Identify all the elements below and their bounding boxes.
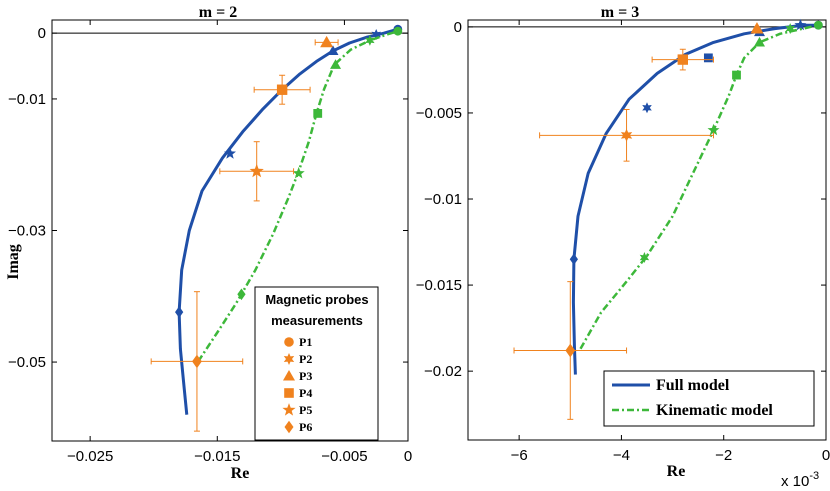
y-tick-label: −0.03 — [8, 223, 46, 240]
legend-p4-marker — [284, 388, 294, 398]
measurement-p3-marker — [320, 35, 334, 48]
panel-m3-x-multiplier: x 10-3 — [781, 470, 819, 490]
legend-p6-marker — [284, 420, 294, 434]
x-tick-label: 0 — [404, 448, 412, 465]
kinematic-model-curve — [579, 23, 819, 350]
full-model-curve — [571, 23, 819, 375]
kinematic-model-marker — [330, 59, 342, 69]
measurement-p6-marker — [565, 343, 576, 358]
kinematic-model-curve — [197, 30, 399, 363]
full-model-marker — [371, 29, 381, 40]
measurement-p2-marker — [620, 128, 633, 142]
x-tick-label: 0 — [822, 447, 830, 464]
panel-m2-legend-title-1: Magnetic probes — [265, 292, 368, 307]
panel-m2-legend: Magnetic probes measurements P1P2P3P4P5P… — [254, 286, 379, 441]
panel-m3-legend: Full model Kinematic model — [603, 370, 815, 427]
legend-kinematic-model-label: Kinematic model — [656, 402, 773, 419]
y-tick-label: −0.01 — [424, 191, 462, 208]
panel-m3-title: m = 3 — [601, 4, 639, 21]
full-model-marker — [569, 253, 578, 266]
panel-m3-x-multiplier-base: x 10 — [781, 473, 809, 490]
kinematic-model-marker — [732, 70, 741, 80]
full-model-marker — [642, 102, 652, 114]
panel-m2-ylabel: Imag — [5, 244, 22, 280]
legend-p6-label: P6 — [299, 420, 312, 434]
full-model-marker — [794, 18, 807, 31]
kinematic-model-marker — [639, 252, 650, 263]
legend-p5-marker — [282, 403, 296, 416]
panel-m2-legend-box — [254, 286, 379, 441]
legend-p1-marker — [284, 337, 294, 347]
y-tick-label: 0 — [38, 25, 46, 42]
x-tick-label: −4 — [613, 447, 630, 464]
panel-m2-legend-title-2: measurements — [271, 313, 363, 328]
legend-p3-label: P3 — [299, 369, 312, 383]
panel-m2: m = 2 −0.025 −0.015 −0.005 00−0.01−0.03−0.0… — [5, 4, 412, 482]
kinematic-model-marker — [393, 26, 403, 36]
y-tick-label: −0.01 — [8, 91, 46, 108]
kinematic-model-marker — [813, 20, 823, 30]
kinematic-model-marker — [313, 109, 323, 118]
panel-m3: m = 3 −6 −4 −2 00−0.005−0.01−0.015−0.02 Re … — [416, 4, 830, 490]
panel-m2-ticks: −0.025 −0.015 −0.005 0 0 −0.01 −0.03 −0.05 — [8, 20, 412, 465]
panel-m2-legend-entries: P1 P2 P3 P4 P5 P6 — [282, 335, 312, 434]
measurement-p5-marker — [249, 163, 264, 178]
y-tick-label: −0.015 — [416, 277, 462, 294]
kinematic-model-marker — [785, 23, 795, 35]
legend-p1-label: P1 — [299, 335, 312, 349]
full-model-marker — [703, 53, 713, 63]
legend-p2-marker — [283, 353, 295, 365]
legend-p5-label: P5 — [299, 403, 312, 417]
panel-m2-xlabel: Re — [231, 465, 250, 482]
x-tick-label: −0.015 — [194, 448, 240, 465]
full-model-marker — [175, 306, 184, 318]
kinematic-model-marker — [707, 123, 720, 136]
kinematic-model-marker — [754, 36, 766, 47]
y-tick-label: 0 — [454, 19, 462, 36]
y-tick-label: −0.005 — [416, 105, 462, 122]
panel-m3-series — [513, 18, 823, 420]
measurement-p3-marker — [750, 22, 764, 34]
kinematic-model-marker — [237, 288, 246, 301]
panel-m2-series — [150, 24, 403, 432]
measurement-p6-marker — [192, 354, 202, 369]
x-tick-label: −2 — [715, 447, 732, 464]
legend-p2-label: P2 — [299, 352, 312, 366]
y-tick-label: −0.02 — [424, 363, 462, 380]
panel-m3-x-multiplier-exponent: -3 — [809, 470, 819, 482]
x-tick-label: −0.005 — [321, 448, 367, 465]
measurement-p4-marker — [677, 54, 688, 65]
legend-p4-label: P4 — [299, 386, 312, 400]
panel-m3-legend-box — [603, 370, 815, 427]
panel-m2-title: m = 2 — [199, 4, 237, 21]
panel-m3-zero-lines — [468, 20, 827, 440]
kinematic-model-marker — [365, 34, 375, 46]
full-model-marker — [327, 45, 339, 56]
y-tick-label: −0.05 — [8, 354, 46, 371]
x-tick-label: −0.025 — [67, 448, 113, 465]
panel-m3-ticks: −6 −4 −2 0 0 −0.005 −0.01 −0.015 −0.02 — [416, 19, 830, 464]
x-tick-label: −6 — [511, 447, 528, 464]
legend-full-model-label: Full model — [656, 377, 730, 394]
panel-m3-xlabel: Re — [667, 463, 686, 480]
kinematic-model-marker — [292, 166, 305, 179]
full-model-marker — [224, 147, 236, 159]
full-model-curve — [177, 27, 399, 415]
measurement-p4-marker — [276, 84, 288, 95]
legend-p3-marker — [283, 370, 295, 381]
